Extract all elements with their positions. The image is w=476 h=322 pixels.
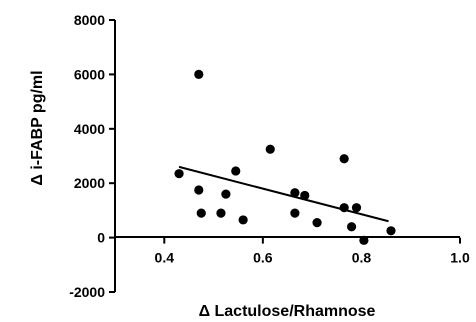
data-point <box>174 169 184 179</box>
regression-line <box>178 165 389 223</box>
data-point <box>351 203 362 213</box>
y-axis-title: Δ i-FABP pg/ml <box>29 70 46 185</box>
data-point <box>265 144 275 154</box>
y-tick-label: 6000 <box>74 66 105 82</box>
data-point <box>238 215 248 225</box>
data-point <box>290 208 300 218</box>
x-tick-label: 0.8 <box>352 250 372 266</box>
x-tick-label: 1.0 <box>450 250 470 266</box>
x-axis-title: Δ Lactulose/Rhamnose <box>199 303 376 320</box>
data-point <box>216 208 226 218</box>
y-tick-label: 0 <box>97 230 105 246</box>
y-tick-label: 2000 <box>74 175 105 191</box>
y-tick-label: -2000 <box>69 284 105 300</box>
data-point <box>300 190 310 201</box>
y-ticks: -2000 0 2000 4000 6000 8000 <box>69 12 115 300</box>
x-ticks: 0.4 0.6 0.8 1.0 <box>155 237 470 266</box>
data-point <box>231 166 241 176</box>
data-point <box>339 203 349 213</box>
data-point <box>290 188 300 198</box>
data-point <box>359 235 369 245</box>
y-tick-label: 4000 <box>74 121 105 137</box>
data-point <box>196 208 206 218</box>
x-tick-label: 0.6 <box>253 250 273 266</box>
data-point <box>346 222 357 232</box>
data-points <box>174 69 396 245</box>
y-tick-label: 8000 <box>74 12 105 28</box>
data-point <box>194 185 204 195</box>
data-point <box>312 218 322 228</box>
x-tick-label: 0.4 <box>155 250 175 266</box>
data-point <box>386 226 396 236</box>
data-point <box>221 189 231 199</box>
regression-group <box>178 165 389 223</box>
data-point <box>339 154 349 164</box>
data-point <box>194 69 204 79</box>
